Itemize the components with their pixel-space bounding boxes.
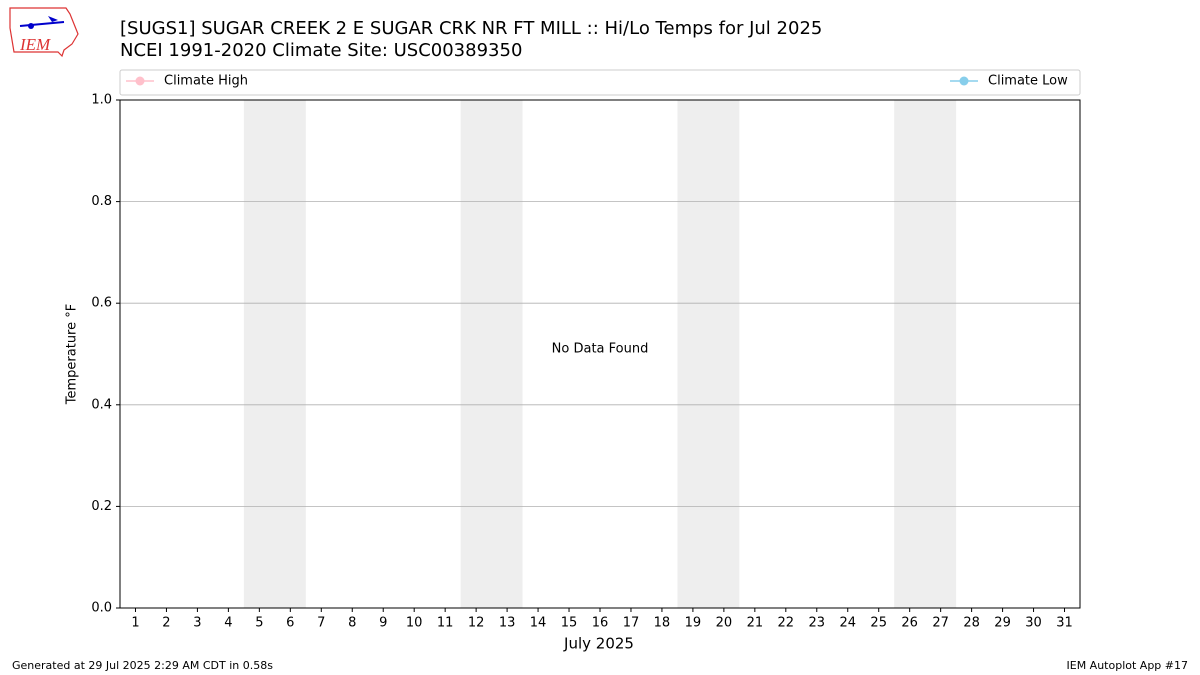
x-tick-label: 3 — [193, 616, 201, 631]
weekend-band — [677, 100, 740, 608]
x-tick-label: 18 — [654, 616, 671, 631]
y-tick-label: 0.0 — [91, 601, 112, 616]
legend-marker — [135, 76, 145, 86]
logo: IEM — [9, 7, 79, 58]
x-tick-label: 5 — [255, 616, 263, 631]
weekend-band — [243, 100, 306, 608]
x-tick-label: 1 — [131, 616, 139, 631]
logo-dot — [28, 23, 34, 29]
x-tick-label: 14 — [530, 616, 547, 631]
x-tick-label: 11 — [437, 616, 454, 631]
x-tick-label: 24 — [839, 616, 856, 631]
x-tick-label: 8 — [348, 616, 356, 631]
x-tick-label: 21 — [747, 616, 764, 631]
weekend-band — [460, 100, 523, 608]
x-tick-label: 27 — [932, 616, 949, 631]
chart-subtitle: NCEI 1991-2020 Climate Site: USC00389350 — [120, 40, 522, 61]
x-axis-label: July 2025 — [563, 635, 634, 653]
x-tick-label: 28 — [963, 616, 980, 631]
logo-outline — [9, 7, 79, 58]
logo-text: IEM — [19, 35, 51, 54]
x-tick-label: 2 — [162, 616, 170, 631]
x-tick-label: 25 — [870, 616, 887, 631]
legend-box — [119, 69, 1081, 96]
x-tick-label: 17 — [623, 616, 640, 631]
x-tick-label: 15 — [561, 616, 578, 631]
chart-title: [SUGS1] SUGAR CREEK 2 E SUGAR CRK NR FT … — [120, 18, 822, 39]
plot-area — [120, 99, 1080, 609]
x-tick-label: 30 — [1025, 616, 1042, 631]
x-tick-label: 23 — [809, 616, 826, 631]
footer-left: Generated at 29 Jul 2025 2:29 AM CDT in … — [12, 659, 273, 672]
x-tick-label: 12 — [468, 616, 485, 631]
y-tick-label: 0.8 — [91, 194, 112, 209]
y-tick-label: 0.4 — [91, 397, 112, 412]
legend-label: Climate Low — [988, 74, 1068, 89]
x-tick-label: 13 — [499, 616, 516, 631]
x-tick-label: 26 — [901, 616, 918, 631]
x-tick-label: 6 — [286, 616, 294, 631]
logo-line — [19, 21, 65, 27]
x-tick-label: 29 — [994, 616, 1011, 631]
x-tick-label: 31 — [1056, 616, 1073, 631]
x-tick-label: 22 — [778, 616, 795, 631]
weekend-band — [894, 100, 957, 608]
x-tick-label: 9 — [379, 616, 387, 631]
footer-right: IEM Autoplot App #17 — [1067, 659, 1189, 672]
y-tick-label: 1.0 — [91, 93, 112, 108]
x-tick-label: 10 — [406, 616, 423, 631]
x-tick-label: 19 — [685, 616, 702, 631]
x-tick-label: 16 — [592, 616, 609, 631]
annotation: No Data Found — [552, 342, 649, 357]
y-tick-label: 0.2 — [91, 499, 112, 514]
y-tick-label: 0.6 — [91, 296, 112, 311]
x-tick-label: 20 — [716, 616, 733, 631]
logo-arrow — [48, 16, 58, 22]
x-tick-label: 7 — [317, 616, 325, 631]
legend-label: Climate High — [164, 74, 248, 89]
x-tick-label: 4 — [224, 616, 232, 631]
y-axis-label: Temperature °F — [65, 304, 80, 405]
legend-marker — [959, 76, 969, 86]
